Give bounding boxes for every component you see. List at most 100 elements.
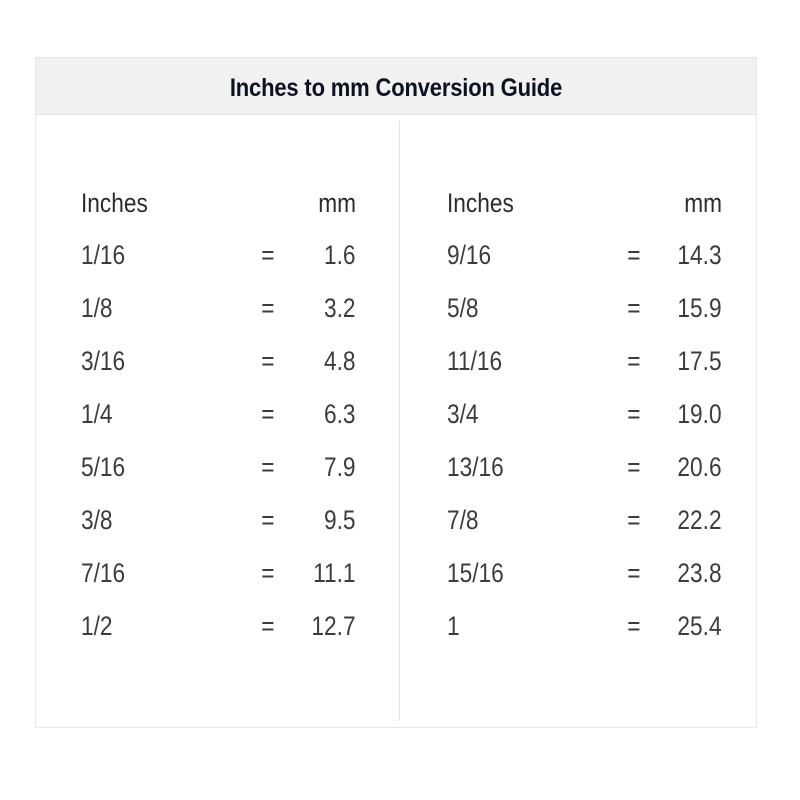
table-row: 1/2 = 12.7 [81, 600, 356, 653]
cell-inches-text: 11/16 [447, 346, 503, 376]
cell-mm-text: 17.5 [677, 346, 722, 376]
conversion-guide-card: Inches to mm Conversion Guide Inches mm [35, 57, 757, 728]
cell-equals: = [617, 494, 651, 547]
cell-mm: 9.5 [285, 494, 356, 547]
cell-inches-text: 1/2 [81, 611, 113, 641]
cell-equals: = [617, 600, 651, 653]
page-title: Inches to mm Conversion Guide [229, 74, 563, 102]
cell-inches: 1/16 [81, 229, 251, 282]
cell-inches: 3/8 [81, 494, 251, 547]
table-row: 9/16 = 14.3 [447, 229, 722, 282]
cell-mm-text: 12.7 [311, 611, 356, 641]
cell-inches-text: 15/16 [447, 558, 504, 588]
cell-inches-text: 3/8 [81, 505, 113, 535]
column-divider [399, 121, 400, 721]
cell-equals-text: = [627, 346, 641, 376]
cell-equals-text: = [261, 293, 275, 323]
table-row: 1/8 = 3.2 [81, 282, 356, 335]
table-row: 1/4 = 6.3 [81, 388, 356, 441]
cell-mm: 1.6 [285, 229, 356, 282]
cell-equals-text: = [261, 611, 275, 641]
cell-equals: = [617, 229, 651, 282]
table-row: 13/16 = 20.6 [447, 441, 722, 494]
cell-mm-text: 23.8 [677, 558, 722, 588]
conversion-column-left: Inches mm 1/16 = 1.6 1/8 = [36, 115, 399, 728]
cell-mm-text: 3.2 [324, 293, 356, 323]
cell-mm-text: 9.5 [324, 505, 356, 535]
cell-mm: 3.2 [285, 282, 356, 335]
cell-inches: 7/8 [447, 494, 617, 547]
table-body-left: 1/16 = 1.6 1/8 = 3.2 3/16 = 4.8 [81, 229, 356, 653]
column-header-equals [617, 177, 651, 229]
cell-inches: 1/2 [81, 600, 251, 653]
cell-inches-text: 3/4 [447, 399, 479, 429]
cell-mm-text: 15.9 [677, 293, 722, 323]
column-header-inches-text: Inches [81, 188, 148, 218]
cell-inches-text: 1/8 [81, 293, 113, 323]
cell-equals: = [251, 388, 285, 441]
cell-equals-text: = [261, 505, 275, 535]
cell-mm: 25.4 [651, 600, 722, 653]
cell-equals: = [617, 441, 651, 494]
cell-equals: = [617, 335, 651, 388]
cell-mm-text: 19.0 [677, 399, 722, 429]
table-row: 5/8 = 15.9 [447, 282, 722, 335]
cell-equals-text: = [261, 558, 275, 588]
cell-inches-text: 1/4 [81, 399, 113, 429]
cell-inches: 1/8 [81, 282, 251, 335]
cell-mm-text: 14.3 [677, 240, 722, 270]
cell-inches-text: 5/8 [447, 293, 479, 323]
cell-equals: = [251, 600, 285, 653]
table-body-right: 9/16 = 14.3 5/8 = 15.9 11/16 = 17.5 [447, 229, 722, 653]
table-row: 5/16 = 7.9 [81, 441, 356, 494]
table-row: 11/16 = 17.5 [447, 335, 722, 388]
card-body: Inches mm 1/16 = 1.6 1/8 = [35, 115, 757, 728]
cell-mm: 20.6 [651, 441, 722, 494]
cell-equals-text: = [261, 399, 275, 429]
cell-equals: = [251, 547, 285, 600]
cell-inches: 7/16 [81, 547, 251, 600]
card-header: Inches to mm Conversion Guide [35, 57, 757, 115]
cell-mm: 7.9 [285, 441, 356, 494]
table-row: 3/16 = 4.8 [81, 335, 356, 388]
table-row: 7/8 = 22.2 [447, 494, 722, 547]
cell-equals-text: = [627, 558, 641, 588]
cell-inches: 15/16 [447, 547, 617, 600]
cell-mm: 4.8 [285, 335, 356, 388]
cell-inches: 9/16 [447, 229, 617, 282]
table-row: 15/16 = 23.8 [447, 547, 722, 600]
cell-mm-text: 25.4 [677, 611, 722, 641]
cell-equals: = [251, 335, 285, 388]
cell-equals-text: = [261, 346, 275, 376]
table-row: 3/4 = 19.0 [447, 388, 722, 441]
cell-equals: = [617, 282, 651, 335]
cell-equals: = [251, 282, 285, 335]
cell-inches: 1/4 [81, 388, 251, 441]
table-header-row: Inches mm [81, 177, 356, 229]
cell-equals-text: = [627, 452, 641, 482]
conversion-table-right: Inches mm 9/16 = 14.3 5/8 = [447, 177, 722, 653]
conversion-column-right: Inches mm 9/16 = 14.3 5/8 = [400, 115, 758, 728]
table-row: 3/8 = 9.5 [81, 494, 356, 547]
column-header-mm-text: mm [684, 188, 722, 218]
cell-inches: 13/16 [447, 441, 617, 494]
cell-mm: 22.2 [651, 494, 722, 547]
cell-mm-text: 7.9 [324, 452, 356, 482]
cell-mm-text: 6.3 [324, 399, 356, 429]
column-header-mm-text: mm [318, 188, 356, 218]
cell-equals: = [251, 494, 285, 547]
cell-inches-text: 7/8 [447, 505, 479, 535]
cell-inches-text: 13/16 [447, 452, 504, 482]
cell-mm: 17.5 [651, 335, 722, 388]
column-header-equals [251, 177, 285, 229]
cell-inches: 5/16 [81, 441, 251, 494]
column-header-mm: mm [651, 177, 722, 229]
column-header-inches: Inches [81, 177, 251, 229]
cell-equals: = [251, 441, 285, 494]
cell-mm-text: 22.2 [677, 505, 722, 535]
cell-equals: = [617, 388, 651, 441]
cell-inches-text: 5/16 [81, 452, 126, 482]
cell-mm-text: 20.6 [677, 452, 722, 482]
cell-mm: 15.9 [651, 282, 722, 335]
